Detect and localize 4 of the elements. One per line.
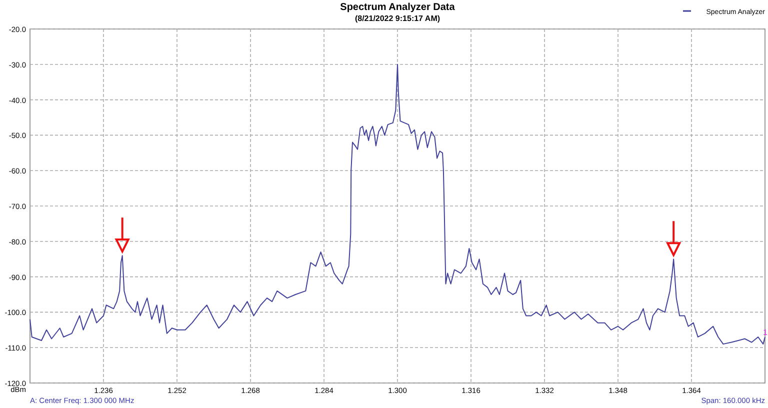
chart-subtitle: (8/21/2022 9:15:17 AM) [354, 14, 440, 23]
chart-title: Spectrum Analyzer Data [340, 2, 456, 13]
annotation: 1 [763, 328, 768, 337]
line-series [30, 64, 766, 345]
